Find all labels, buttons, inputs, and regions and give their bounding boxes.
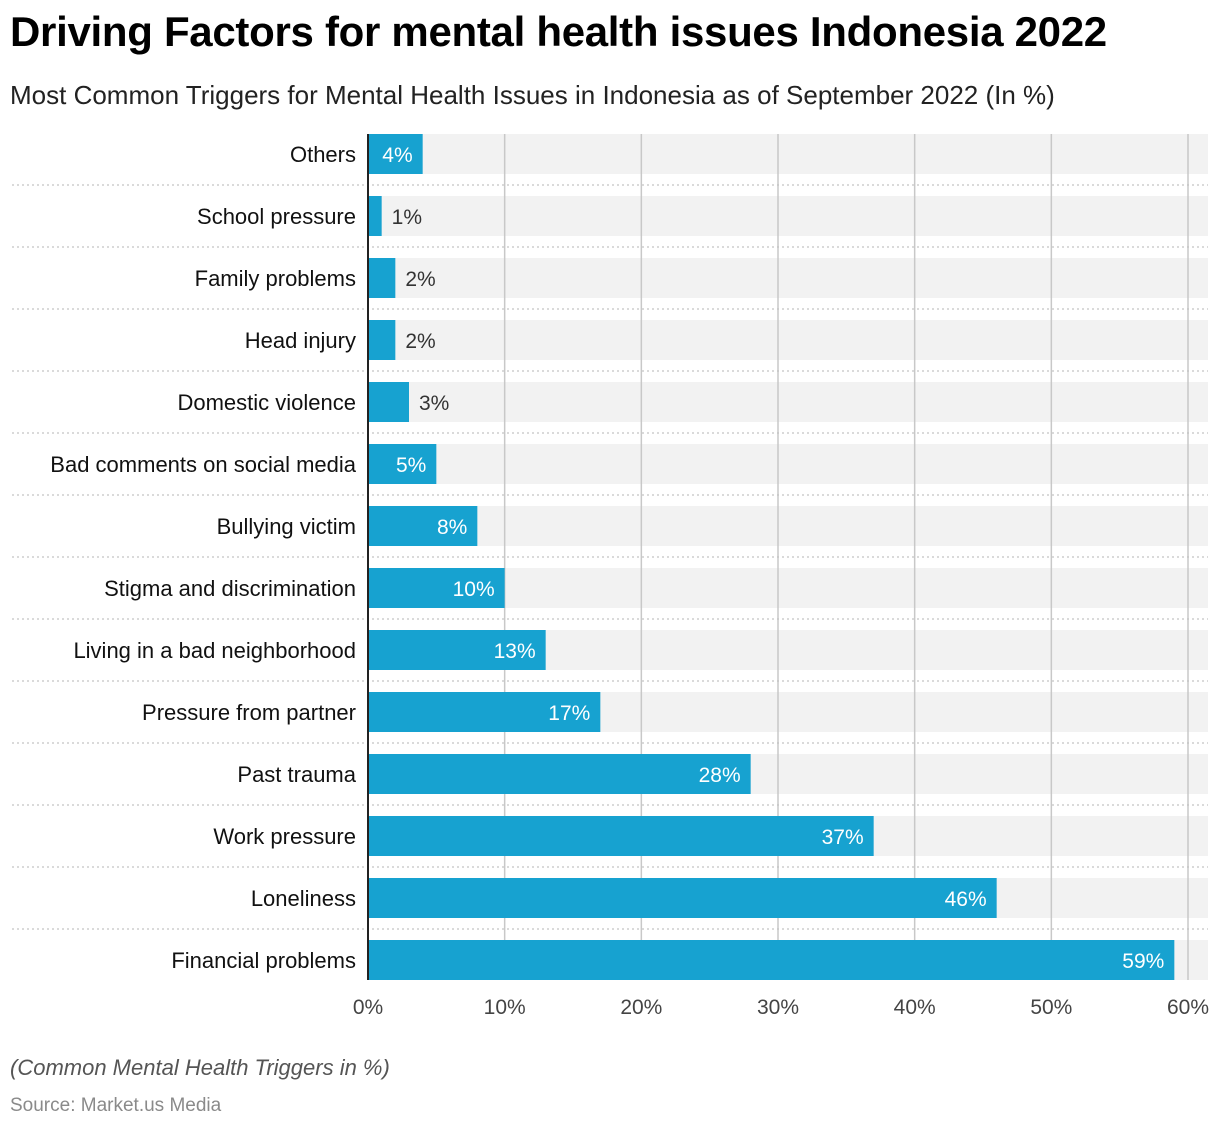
bar-track (368, 382, 1208, 422)
bar (368, 878, 997, 918)
chart-title: Driving Factors for mental health issues… (10, 8, 1107, 55)
data-label: 59% (1122, 950, 1164, 973)
bar (368, 258, 396, 298)
bar (368, 940, 1175, 980)
category-label: Work pressure (213, 824, 356, 849)
category-label: Bad comments on social media (50, 452, 356, 477)
data-label: 10% (453, 578, 495, 601)
bar-track (368, 258, 1208, 298)
data-label: 37% (822, 826, 864, 849)
x-tick-label: 30% (757, 996, 799, 1019)
x-tick-label: 0% (353, 996, 383, 1019)
data-label: 3% (419, 392, 449, 415)
x-tick-label: 60% (1167, 996, 1209, 1019)
bar-chart: Others 4% School pressure 1% Family problems… (12, 134, 1209, 1019)
category-label: Living in a bad neighborhood (73, 638, 356, 663)
bar-track (368, 506, 1208, 546)
category-label: Family problems (195, 266, 356, 291)
bar (368, 568, 505, 608)
bar (368, 382, 409, 422)
chart-subtitle: Most Common Triggers for Mental Health I… (10, 80, 1055, 110)
bar (368, 444, 437, 484)
footnote: (Common Mental Health Triggers in %) (10, 1055, 390, 1080)
bar (368, 630, 546, 670)
category-label: Past trauma (237, 762, 356, 787)
data-label: 4% (382, 144, 412, 167)
bar (368, 320, 396, 360)
bar (368, 506, 478, 546)
bar (368, 134, 423, 174)
category-label: Financial problems (171, 948, 356, 973)
bar (368, 196, 382, 236)
category-label: Head injury (245, 328, 356, 353)
category-label: Pressure from partner (142, 700, 356, 725)
category-label: Loneliness (251, 886, 356, 911)
bar-track (368, 568, 1208, 608)
data-label: 46% (945, 888, 987, 911)
data-label: 5% (396, 454, 426, 477)
bar-track (368, 134, 1208, 174)
bar-track (368, 444, 1208, 484)
data-label: 17% (548, 702, 590, 725)
bar-track (368, 320, 1208, 360)
data-label: 8% (437, 516, 467, 539)
bar (368, 816, 874, 856)
x-tick-label: 50% (1030, 996, 1072, 1019)
category-label: Bullying victim (217, 514, 356, 539)
x-tick-label: 20% (620, 996, 662, 1019)
bar (368, 692, 601, 732)
category-label: Stigma and discrimination (104, 576, 356, 601)
data-label: 28% (699, 764, 741, 787)
category-label: Domestic violence (177, 390, 356, 415)
category-label: Others (290, 142, 356, 167)
source-credit: Source: Market.us Media (10, 1095, 222, 1116)
x-tick-label: 40% (894, 996, 936, 1019)
bar-track (368, 196, 1208, 236)
data-label: 1% (392, 206, 422, 229)
bar (368, 754, 751, 794)
data-label: 2% (405, 330, 435, 353)
category-label: School pressure (197, 204, 356, 229)
data-label: 2% (405, 268, 435, 291)
x-tick-label: 10% (484, 996, 526, 1019)
data-label: 13% (494, 640, 536, 663)
